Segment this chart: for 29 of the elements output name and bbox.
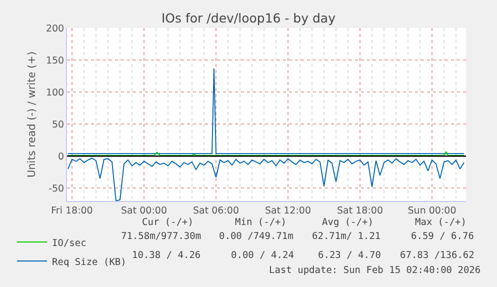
y-tick-label: 200 (46, 23, 64, 34)
text: Last update: Sun Feb 15 02:40:00 2026 (269, 265, 481, 276)
legend-label: Req Size (KB) (52, 256, 126, 268)
text: Cur (-/+) (142, 217, 194, 228)
text: 10.38 / 4.26 (132, 250, 201, 261)
text: 6.59 / 6.76 (411, 231, 474, 242)
x-tick-label: Sat 06:00 (193, 205, 239, 216)
text: 62.71m/ 1.21 (312, 231, 381, 242)
legend-label: IO/sec (52, 238, 86, 249)
chart-title: IOs for /dev/loop16 - by day (162, 10, 336, 26)
x-tick-label: Fri 18:00 (51, 205, 93, 216)
text: Avg (-/+) (322, 217, 374, 228)
text: 71.58m/977.30m (121, 231, 202, 242)
text: 0.00 /749.71m (219, 231, 294, 242)
y-tick-label: 150 (46, 55, 64, 66)
y-axis-title: Units read (-) / write (+) (26, 51, 38, 178)
x-tick-label: Sat 18:00 (337, 205, 383, 216)
y-tick-label: 100 (46, 87, 64, 98)
text: Min (-/+) (235, 217, 286, 228)
x-tick-label: Sat 00:00 (121, 205, 167, 216)
y-tick-label: -50 (48, 184, 64, 195)
x-tick-label: Sun 00:00 (408, 205, 456, 216)
y-tick-label: 0 (58, 151, 64, 162)
y-tick-label: 50 (52, 119, 64, 130)
text: Max (-/+) (415, 217, 466, 228)
text: 0.00 / 4.24 (231, 250, 294, 261)
text: 67.83 /136.62 (400, 250, 474, 261)
text: 6.23 / 4.70 (318, 250, 382, 261)
x-tick-label: Sat 12:00 (265, 205, 311, 216)
